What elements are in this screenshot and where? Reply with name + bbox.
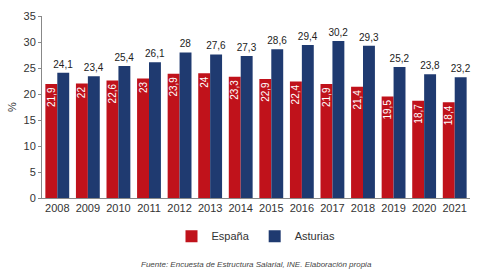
- svg-text:2011: 2011: [137, 202, 161, 214]
- svg-text:35: 35: [24, 10, 36, 22]
- svg-text:España: España: [212, 230, 250, 242]
- svg-text:Asturias: Asturias: [295, 230, 335, 242]
- svg-text:5: 5: [30, 166, 36, 178]
- svg-text:23,4: 23,4: [84, 62, 104, 73]
- svg-text:18,4: 18,4: [443, 105, 454, 125]
- svg-text:10: 10: [24, 140, 36, 152]
- svg-text:23: 23: [138, 81, 149, 93]
- svg-text:2019: 2019: [381, 202, 405, 214]
- svg-text:19,5: 19,5: [382, 100, 393, 120]
- svg-text:2010: 2010: [106, 202, 130, 214]
- svg-text:24: 24: [199, 76, 210, 88]
- svg-text:2013: 2013: [198, 202, 222, 214]
- svg-text:20: 20: [24, 88, 36, 100]
- svg-text:22,6: 22,6: [107, 83, 118, 103]
- svg-text:28,6: 28,6: [267, 35, 287, 46]
- svg-text:21,4: 21,4: [352, 90, 363, 110]
- svg-text:27,3: 27,3: [237, 42, 257, 53]
- svg-text:23,9: 23,9: [168, 77, 179, 97]
- svg-text:23,3: 23,3: [229, 80, 240, 100]
- svg-text:30: 30: [24, 36, 36, 48]
- svg-text:2018: 2018: [351, 202, 375, 214]
- svg-text:2008: 2008: [45, 202, 69, 214]
- svg-text:0: 0: [30, 192, 36, 204]
- svg-text:22,9: 22,9: [260, 82, 271, 102]
- svg-text:30,2: 30,2: [328, 27, 348, 38]
- svg-text:21,9: 21,9: [321, 87, 332, 107]
- svg-text:27,6: 27,6: [206, 40, 226, 51]
- svg-text:21,9: 21,9: [46, 87, 57, 107]
- svg-text:24,1: 24,1: [53, 59, 73, 70]
- svg-text:Fuente: Encuesta de Estructura: Fuente: Encuesta de Estructura Salarial,…: [141, 260, 372, 269]
- svg-text:2020: 2020: [412, 202, 436, 214]
- svg-text:23,2: 23,2: [451, 63, 471, 74]
- svg-text:2021: 2021: [442, 202, 466, 214]
- svg-text:29,4: 29,4: [298, 31, 318, 42]
- svg-text:18,7: 18,7: [413, 104, 424, 124]
- svg-text:15: 15: [24, 114, 36, 126]
- svg-text:2009: 2009: [76, 202, 100, 214]
- svg-text:22: 22: [76, 87, 87, 99]
- svg-text:25,2: 25,2: [390, 53, 410, 64]
- svg-text:2014: 2014: [228, 202, 252, 214]
- svg-text:25,4: 25,4: [114, 52, 134, 63]
- svg-text:29,3: 29,3: [359, 32, 379, 43]
- svg-text:25: 25: [24, 62, 36, 74]
- svg-text:%: %: [6, 102, 18, 112]
- svg-text:26,1: 26,1: [145, 48, 165, 59]
- svg-text:28: 28: [180, 38, 192, 49]
- svg-text:2017: 2017: [320, 202, 344, 214]
- svg-text:23,8: 23,8: [420, 60, 440, 71]
- svg-text:2016: 2016: [290, 202, 314, 214]
- svg-text:2012: 2012: [167, 202, 191, 214]
- svg-text:2015: 2015: [259, 202, 283, 214]
- svg-text:22,4: 22,4: [290, 85, 301, 105]
